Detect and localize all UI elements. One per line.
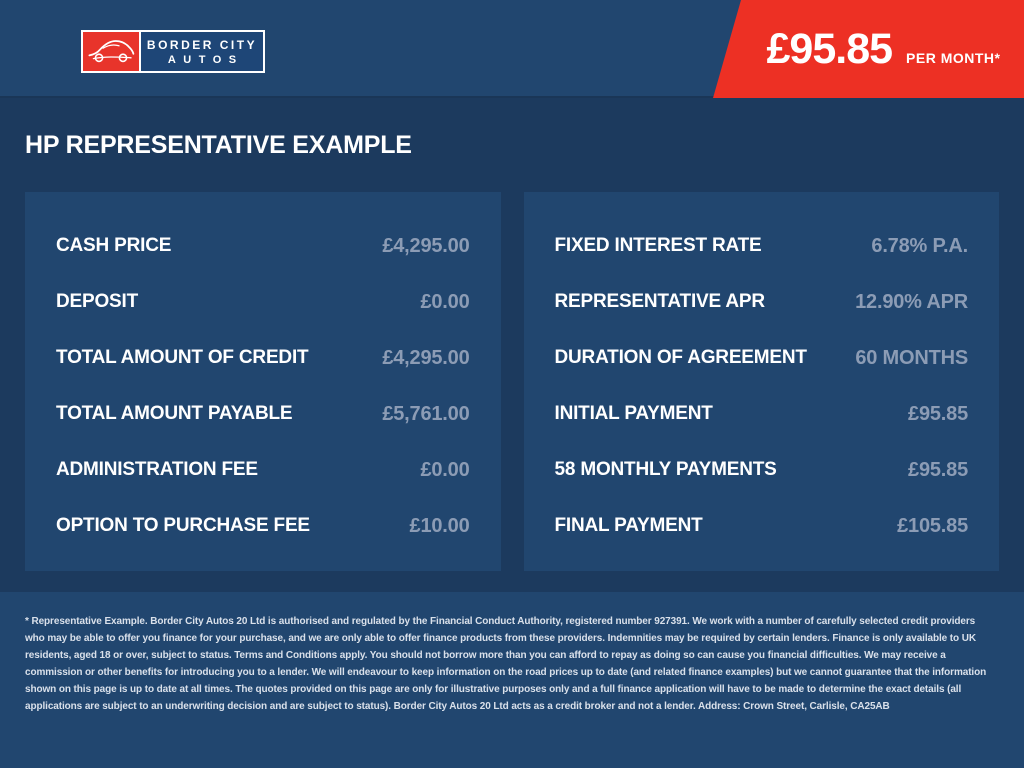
table-row: TOTAL AMOUNT PAYABLE £5,761.00	[56, 386, 470, 442]
row-label: ADMINISTRATION FEE	[56, 459, 258, 480]
table-row: CASH PRICE £4,295.00	[56, 218, 470, 274]
row-value: 12.90% APR	[855, 290, 968, 313]
logo-name-line1: BORDER CITY	[146, 37, 258, 52]
monthly-price-period: PER MONTH*	[906, 50, 1001, 66]
row-value: £0.00	[420, 290, 470, 313]
table-row: INITIAL PAYMENT £95.85	[555, 386, 969, 442]
table-row: DURATION OF AGREEMENT 60 MONTHS	[555, 330, 969, 386]
table-row: TOTAL AMOUNT OF CREDIT £4,295.00	[56, 330, 470, 386]
row-label: TOTAL AMOUNT PAYABLE	[56, 403, 293, 424]
dealer-logo[interactable]: BORDER CITY AUTOS	[81, 30, 265, 73]
row-label: INITIAL PAYMENT	[554, 403, 713, 424]
logo-text-panel: BORDER CITY AUTOS	[139, 32, 263, 71]
row-value: £5,761.00	[382, 402, 470, 425]
logo-red-panel	[83, 32, 139, 71]
row-value: £105.85	[897, 514, 968, 537]
row-label: CASH PRICE	[56, 235, 172, 256]
footer-band: * Representative Example. Border City Au…	[0, 592, 1024, 768]
finance-panel-left: CASH PRICE £4,295.00 DEPOSIT £0.00 TOTAL…	[25, 192, 501, 571]
row-label: OPTION TO PURCHASE FEE	[56, 515, 310, 536]
row-value: £0.00	[420, 458, 470, 481]
table-row: FIXED INTEREST RATE 6.78% P.A.	[555, 218, 969, 274]
finance-panels: CASH PRICE £4,295.00 DEPOSIT £0.00 TOTAL…	[25, 192, 999, 571]
table-row: REPRESENTATIVE APR 12.90% APR	[555, 274, 969, 330]
row-value: 60 MONTHS	[855, 346, 968, 369]
table-row: 58 MONTHLY PAYMENTS £95.85	[555, 442, 969, 498]
row-label: DEPOSIT	[56, 291, 139, 312]
table-row: DEPOSIT £0.00	[56, 274, 470, 330]
row-label: 58 MONTHLY PAYMENTS	[554, 459, 777, 480]
table-row: FINAL PAYMENT £105.85	[555, 498, 969, 554]
row-value: £95.85	[908, 402, 968, 425]
logo-name-line2: AUTOS	[167, 53, 244, 66]
row-label: FIXED INTEREST RATE	[554, 235, 762, 256]
table-row: OPTION TO PURCHASE FEE £10.00	[56, 498, 470, 554]
finance-panel-right: FIXED INTEREST RATE 6.78% P.A. REPRESENT…	[523, 192, 999, 571]
row-value: £4,295.00	[382, 234, 470, 257]
row-value: £4,295.00	[382, 346, 470, 369]
row-value: 6.78% P.A.	[871, 234, 968, 257]
table-row: ADMINISTRATION FEE £0.00	[56, 442, 470, 498]
page-title: HP REPRESENTATIVE EXAMPLE	[25, 131, 412, 159]
monthly-price-banner: £95.85 PER MONTH*	[713, 0, 1024, 98]
row-label: REPRESENTATIVE APR	[554, 291, 766, 312]
row-label: TOTAL AMOUNT OF CREDIT	[56, 347, 309, 368]
car-icon	[87, 32, 135, 71]
row-value: £10.00	[409, 514, 470, 537]
header-bar: BORDER CITY AUTOS £95.85 PER MONTH*	[0, 0, 1024, 98]
monthly-price-amount: £95.85	[766, 25, 894, 73]
legal-disclaimer-text: * Representative Example. Border City Au…	[25, 616, 987, 712]
row-label: DURATION OF AGREEMENT	[554, 347, 807, 368]
row-value: £95.85	[908, 458, 968, 481]
row-label: FINAL PAYMENT	[554, 515, 703, 536]
